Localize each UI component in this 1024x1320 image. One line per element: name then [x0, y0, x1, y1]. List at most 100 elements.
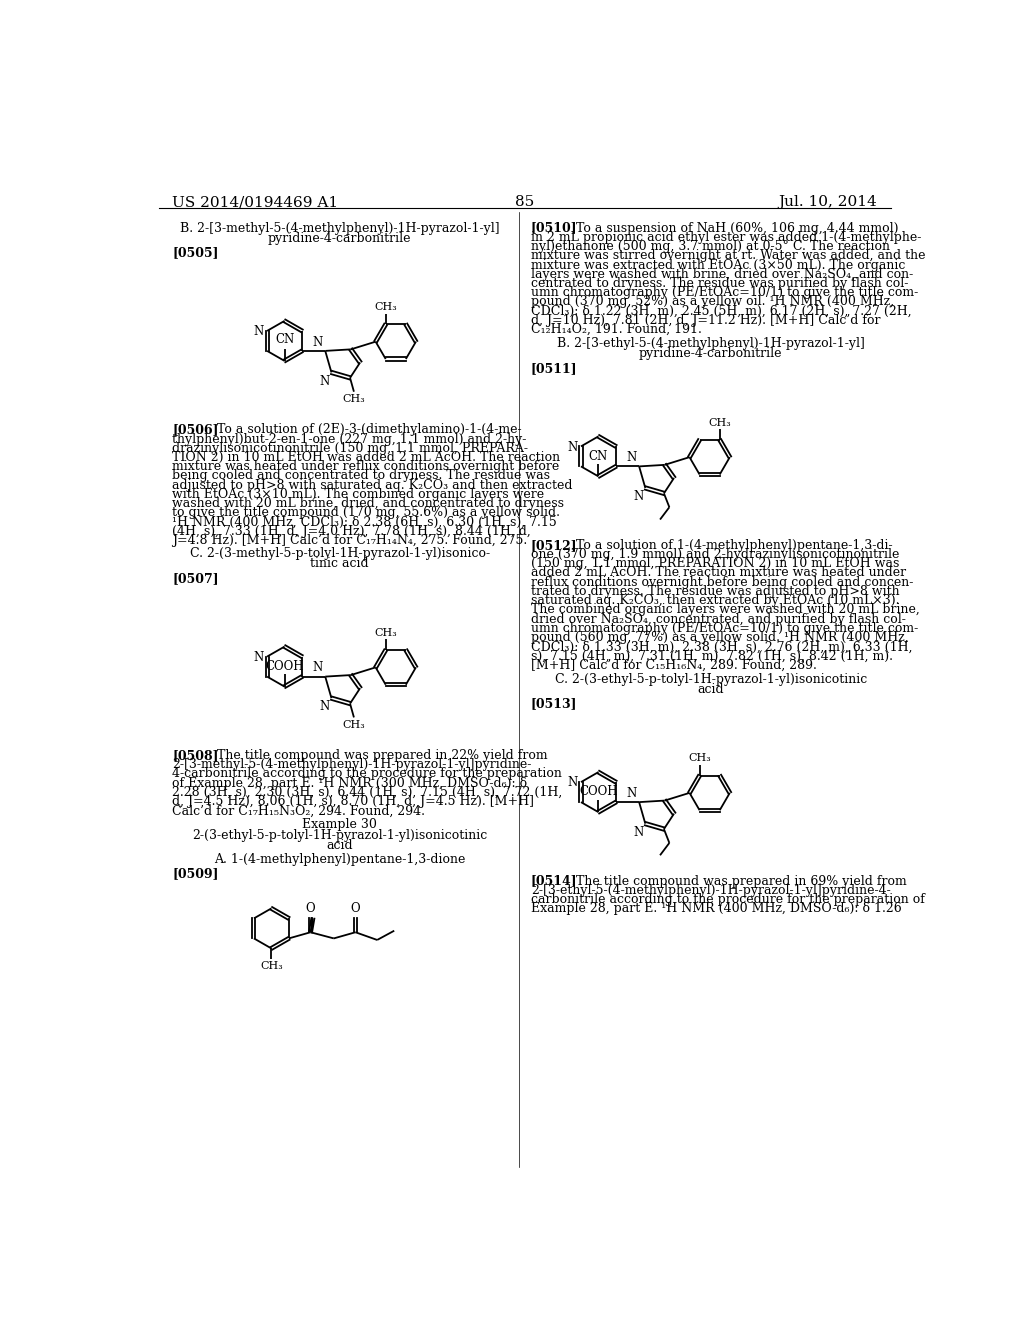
Text: [0506]: [0506]	[172, 424, 219, 437]
Text: CH₃: CH₃	[260, 961, 283, 970]
Text: O: O	[350, 903, 360, 915]
Text: saturated aq. K₂CO₃, then extracted by EtOAc (10 mL×3).: saturated aq. K₂CO₃, then extracted by E…	[531, 594, 899, 607]
Text: s), 7.15 (4H, m), 7.31 (1H, m), 7.82 (1H, s), 8.42 (1H, m).: s), 7.15 (4H, m), 7.31 (1H, m), 7.82 (1H…	[531, 649, 893, 663]
Text: 2-[3-methyl-5-(4-methylphenyl)-1H-pyrazol-1-yl]pyridine-: 2-[3-methyl-5-(4-methylphenyl)-1H-pyrazo…	[172, 758, 531, 771]
Text: nyl)ethanone (500 mg, 3.7 mmol) at 0-5° C. The reaction: nyl)ethanone (500 mg, 3.7 mmol) at 0-5° …	[531, 240, 890, 253]
Text: C. 2-(3-ethyl-5-p-tolyl-1H-pyrazol-1-yl)isonicotinic: C. 2-(3-ethyl-5-p-tolyl-1H-pyrazol-1-yl)…	[555, 673, 867, 686]
Text: B. 2-[3-methyl-5-(4-methylphenyl)-1H-pyrazol-1-yl]: B. 2-[3-methyl-5-(4-methylphenyl)-1H-pyr…	[180, 222, 500, 235]
Text: N: N	[254, 325, 264, 338]
Text: N: N	[627, 787, 637, 800]
Text: TION 2) in 10 mL EtOH was added 2 mL AcOH. The reaction: TION 2) in 10 mL EtOH was added 2 mL AcO…	[172, 451, 560, 465]
Text: d, J=4.5 Hz), 8.06 (1H, s), 8.70 (1H, d, J=4.5 Hz). [M+H]: d, J=4.5 Hz), 8.06 (1H, s), 8.70 (1H, d,…	[172, 795, 535, 808]
Text: [0508]: [0508]	[172, 748, 219, 762]
Text: with EtOAc (3×10 mL). The combined organic layers were: with EtOAc (3×10 mL). The combined organ…	[172, 488, 545, 502]
Text: 85: 85	[515, 195, 535, 210]
Text: one (370 mg, 1.9 mmol) and 2-hydrazinylisonicotinonitrile: one (370 mg, 1.9 mmol) and 2-hydrazinyli…	[531, 548, 899, 561]
Text: trated to dryness. The residue was adjusted to pH>8 with: trated to dryness. The residue was adjus…	[531, 585, 900, 598]
Text: COOH: COOH	[580, 785, 617, 799]
Text: [0510]: [0510]	[531, 222, 578, 235]
Text: mixture was extracted with EtOAc (3×50 mL). The organic: mixture was extracted with EtOAc (3×50 m…	[531, 259, 905, 272]
Text: [0509]: [0509]	[172, 867, 219, 880]
Text: CN: CN	[274, 333, 294, 346]
Text: adjusted to pH>8 with saturated aq. K₂CO₃ and then extracted: adjusted to pH>8 with saturated aq. K₂CO…	[172, 479, 572, 492]
Text: CH₃: CH₃	[375, 302, 397, 312]
Text: layers were washed with brine, dried over Na₂SO₄, and con-: layers were washed with brine, dried ove…	[531, 268, 913, 281]
Text: N: N	[634, 490, 644, 503]
Text: [0511]: [0511]	[531, 362, 578, 375]
Text: The title compound was prepared in 69% yield from: The title compound was prepared in 69% y…	[563, 874, 906, 887]
Text: CDCl₃): δ 1.22 (3H, m), 2.45 (5H, m), 6.17 (2H, s), 7.27 (2H,: CDCl₃): δ 1.22 (3H, m), 2.45 (5H, m), 6.…	[531, 305, 911, 318]
Text: 2-(3-ethyl-5-p-tolyl-1H-pyrazol-1-yl)isonicotinic: 2-(3-ethyl-5-p-tolyl-1H-pyrazol-1-yl)iso…	[191, 829, 487, 842]
Text: CH₃: CH₃	[375, 628, 397, 638]
Text: mixture was heated under reflux conditions overnight before: mixture was heated under reflux conditio…	[172, 461, 559, 474]
Text: 2-[3-ethyl-5-(4-methylphenyl)-1H-pyrazol-1-yl]pyridine-4-: 2-[3-ethyl-5-(4-methylphenyl)-1H-pyrazol…	[531, 884, 891, 896]
Text: CH₃: CH₃	[343, 719, 366, 730]
Text: Jul. 10, 2014: Jul. 10, 2014	[778, 195, 878, 210]
Text: d, J=10 Hz), 7.81 (2H, d, J=11.2 Hz). [M+H] Calc’d for: d, J=10 Hz), 7.81 (2H, d, J=11.2 Hz). [M…	[531, 314, 881, 327]
Text: Example 28, part E. ¹H NMR (400 MHz, DMSO-d₆): δ 1.26: Example 28, part E. ¹H NMR (400 MHz, DMS…	[531, 903, 902, 915]
Text: acid: acid	[327, 840, 353, 853]
Text: being cooled and concentrated to dryness. The residue was: being cooled and concentrated to dryness…	[172, 470, 550, 483]
Text: CH₃: CH₃	[343, 395, 366, 404]
Text: CDCl₃): δ 1.33 (3H, m), 2.38 (3H, s), 2.76 (2H, m), 6.33 (1H,: CDCl₃): δ 1.33 (3H, m), 2.38 (3H, s), 2.…	[531, 640, 912, 653]
Text: 2.28 (3H, s), 2.30 (3H, s), 6.44 (1H, s), 7.15 (4H, s), 7.72 (1H,: 2.28 (3H, s), 2.30 (3H, s), 6.44 (1H, s)…	[172, 785, 562, 799]
Text: To a suspension of NaH (60%, 106 mg, 4.44 mmol): To a suspension of NaH (60%, 106 mg, 4.4…	[563, 222, 898, 235]
Text: reflux conditions overnight before being cooled and concen-: reflux conditions overnight before being…	[531, 576, 913, 589]
Text: pyridine-4-carbonitrile: pyridine-4-carbonitrile	[639, 347, 782, 360]
Text: 4-carbonitrile according to the procedure for the preparation: 4-carbonitrile according to the procedur…	[172, 767, 562, 780]
Text: N: N	[312, 335, 323, 348]
Text: in 2 mL propionic acid ethyl ester was added 1-(4-methylphe-: in 2 mL propionic acid ethyl ester was a…	[531, 231, 922, 244]
Text: N: N	[254, 651, 264, 664]
Text: thylphenyl)but-2-en-1-one (227 mg, 1.1 mmol) and 2-hy-: thylphenyl)but-2-en-1-one (227 mg, 1.1 m…	[172, 433, 526, 446]
Text: J=4.8 Hz). [M+H] Calc’d for C₁₇H₁₄N₄, 275. Found, 275.: J=4.8 Hz). [M+H] Calc’d for C₁₇H₁₄N₄, 27…	[172, 535, 527, 548]
Text: centrated to dryness. The residue was purified by flash col-: centrated to dryness. The residue was pu…	[531, 277, 908, 290]
Text: CH₃: CH₃	[688, 754, 711, 763]
Text: C. 2-(3-methyl-5-p-tolyl-1H-pyrazol-1-yl)isonico-: C. 2-(3-methyl-5-p-tolyl-1H-pyrazol-1-yl…	[189, 548, 489, 560]
Text: drazinylisonicotinonitrile (150 mg, 1.1 mmol, PREPARA-: drazinylisonicotinonitrile (150 mg, 1.1 …	[172, 442, 528, 455]
Text: [0505]: [0505]	[172, 246, 219, 259]
Text: CH₃: CH₃	[709, 417, 731, 428]
Text: pound (370 mg, 52%) as a yellow oil. ¹H NMR (400 MHz,: pound (370 mg, 52%) as a yellow oil. ¹H …	[531, 296, 894, 309]
Text: N: N	[319, 375, 330, 388]
Text: umn chromatography (PE/EtOAc=10/1) to give the title com-: umn chromatography (PE/EtOAc=10/1) to gi…	[531, 622, 919, 635]
Text: pound (560 mg, 77%) as a yellow solid. ¹H NMR (400 MHz,: pound (560 mg, 77%) as a yellow solid. ¹…	[531, 631, 908, 644]
Text: (4H, s), 7.33 (1H, d, J=4.0 Hz), 7.78 (1H, s), 8.44 (1H, d,: (4H, s), 7.33 (1H, d, J=4.0 Hz), 7.78 (1…	[172, 525, 530, 539]
Text: N: N	[627, 451, 637, 465]
Text: (150 mg, 1.1 mmol, PREPARATION 2) in 10 mL EtOH was: (150 mg, 1.1 mmol, PREPARATION 2) in 10 …	[531, 557, 899, 570]
Text: N: N	[634, 826, 644, 840]
Text: Calc’d for C₁₇H₁₅N₃O₂, 294. Found, 294.: Calc’d for C₁₇H₁₅N₃O₂, 294. Found, 294.	[172, 804, 425, 817]
Text: [M+H] Calc’d for C₁₅H₁₆N₄, 289. Found, 289.: [M+H] Calc’d for C₁₅H₁₆N₄, 289. Found, 2…	[531, 659, 817, 672]
Text: N: N	[567, 776, 578, 789]
Text: US 2014/0194469 A1: US 2014/0194469 A1	[172, 195, 338, 210]
Text: umn chromatography (PE/EtOAc=10/1) to give the title com-: umn chromatography (PE/EtOAc=10/1) to gi…	[531, 286, 919, 300]
Text: To a solution of (2E)-3-(dimethylamino)-1-(4-me-: To a solution of (2E)-3-(dimethylamino)-…	[205, 424, 521, 437]
Text: tinic acid: tinic acid	[310, 557, 369, 570]
Text: C₁₂H₁₄O₂, 191. Found, 191.: C₁₂H₁₄O₂, 191. Found, 191.	[531, 323, 701, 337]
Text: A. 1-(4-methylphenyl)pentane-1,3-dione: A. 1-(4-methylphenyl)pentane-1,3-dione	[214, 853, 465, 866]
Text: mixture was stirred overnight at rt. Water was added, and the: mixture was stirred overnight at rt. Wat…	[531, 249, 926, 263]
Text: N: N	[567, 441, 578, 454]
Text: B. 2-[3-ethyl-5-(4-methylphenyl)-1H-pyrazol-1-yl]: B. 2-[3-ethyl-5-(4-methylphenyl)-1H-pyra…	[557, 337, 864, 350]
Text: carbonitrile according to the procedure for the preparation of: carbonitrile according to the procedure …	[531, 892, 925, 906]
Text: O: O	[306, 903, 315, 915]
Text: acid: acid	[697, 682, 724, 696]
Text: [0513]: [0513]	[531, 697, 578, 710]
Text: N: N	[319, 701, 330, 714]
Text: added 2 mL AcOH. The reaction mixture was heated under: added 2 mL AcOH. The reaction mixture wa…	[531, 566, 906, 579]
Text: of Example 28, part E. ¹H NMR (300 MHz, DMSO-d₆): δ: of Example 28, part E. ¹H NMR (300 MHz, …	[172, 776, 527, 789]
Text: washed with 20 mL brine, dried, and concentrated to dryness: washed with 20 mL brine, dried, and conc…	[172, 498, 564, 511]
Text: ¹H NMR (400 MHz, CDCl₃): δ 2.38 (6H, s), 6.30 (1H, s), 7.15: ¹H NMR (400 MHz, CDCl₃): δ 2.38 (6H, s),…	[172, 516, 557, 529]
Text: CN: CN	[589, 450, 608, 462]
Text: Example 30: Example 30	[302, 818, 377, 832]
Text: to give the title compound (170 mg, 55.6%) as a yellow solid.: to give the title compound (170 mg, 55.6…	[172, 507, 560, 520]
Text: COOH: COOH	[265, 660, 304, 673]
Text: [0507]: [0507]	[172, 572, 219, 585]
Text: To a solution of 1-(4-methylphenyl)pentane-1,3-di-: To a solution of 1-(4-methylphenyl)penta…	[563, 539, 892, 552]
Text: N: N	[312, 661, 323, 675]
Text: [0514]: [0514]	[531, 874, 578, 887]
Text: dried over Na₂SO₄, concentrated, and purified by flash col-: dried over Na₂SO₄, concentrated, and pur…	[531, 612, 906, 626]
Text: [0512]: [0512]	[531, 539, 578, 552]
Text: pyridine-4-carbonitrile: pyridine-4-carbonitrile	[268, 231, 412, 244]
Text: The title compound was prepared in 22% yield from: The title compound was prepared in 22% y…	[205, 748, 548, 762]
Text: The combined organic layers were washed with 20 mL brine,: The combined organic layers were washed …	[531, 603, 920, 616]
